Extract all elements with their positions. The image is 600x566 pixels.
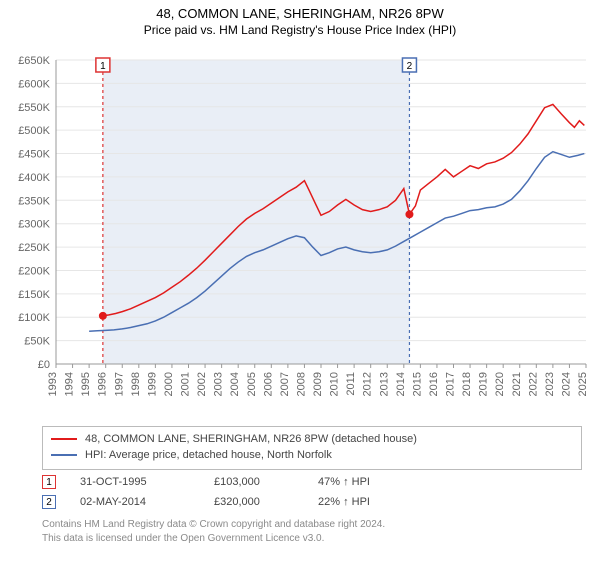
svg-text:2011: 2011 bbox=[345, 372, 357, 396]
svg-text:2013: 2013 bbox=[378, 372, 390, 396]
event-delta: 47% ↑ HPI bbox=[318, 476, 418, 488]
svg-text:2005: 2005 bbox=[246, 372, 258, 396]
chart-area: £0 £50K £100K £150K £200K £250K £300K £350K £400… bbox=[6, 50, 594, 420]
svg-text:2020: 2020 bbox=[494, 372, 506, 396]
svg-text:1: 1 bbox=[100, 61, 106, 72]
svg-text:1993: 1993 bbox=[47, 372, 59, 396]
svg-text:2014: 2014 bbox=[395, 372, 407, 396]
chart-title: 48, COMMON LANE, SHERINGHAM, NR26 8PW bbox=[0, 6, 600, 21]
footer-line-1: Contains HM Land Registry data © Crown c… bbox=[42, 518, 582, 532]
event-price: £103,000 bbox=[214, 476, 294, 488]
footer-attribution: Contains HM Land Registry data © Crown c… bbox=[42, 518, 582, 545]
svg-text:2016: 2016 bbox=[428, 372, 440, 396]
legend-item: HPI: Average price, detached house, Nort… bbox=[51, 447, 573, 463]
svg-text:1996: 1996 bbox=[97, 372, 109, 396]
svg-text:£500K: £500K bbox=[18, 125, 50, 137]
svg-text:2018: 2018 bbox=[461, 372, 473, 396]
event-date: 02-MAY-2014 bbox=[80, 496, 190, 508]
svg-text:2012: 2012 bbox=[362, 372, 374, 396]
event-date: 31-OCT-1995 bbox=[80, 476, 190, 488]
svg-text:2007: 2007 bbox=[279, 372, 291, 396]
svg-text:£450K: £450K bbox=[18, 149, 50, 161]
svg-text:2002: 2002 bbox=[196, 372, 208, 396]
svg-text:£100K: £100K bbox=[18, 312, 50, 324]
svg-text:£150K: £150K bbox=[18, 289, 50, 301]
event-table: 1 31-OCT-1995 £103,000 47% ↑ HPI 2 02-MAY-201… bbox=[42, 472, 582, 512]
legend-item: 48, COMMON LANE, SHERINGHAM, NR26 8PW (d… bbox=[51, 431, 573, 447]
svg-text:2021: 2021 bbox=[511, 372, 523, 396]
event-row: 1 31-OCT-1995 £103,000 47% ↑ HPI bbox=[42, 472, 582, 492]
svg-text:£400K: £400K bbox=[18, 172, 50, 184]
svg-text:£200K: £200K bbox=[18, 265, 50, 277]
svg-text:1999: 1999 bbox=[146, 372, 158, 396]
svg-text:2017: 2017 bbox=[445, 372, 457, 396]
legend-swatch bbox=[51, 438, 77, 440]
event-marker: 2 bbox=[42, 495, 56, 509]
event-delta: 22% ↑ HPI bbox=[318, 496, 418, 508]
svg-text:2010: 2010 bbox=[329, 372, 341, 396]
svg-text:£300K: £300K bbox=[18, 219, 50, 231]
svg-text:£250K: £250K bbox=[18, 242, 50, 254]
legend-label: 48, COMMON LANE, SHERINGHAM, NR26 8PW (d… bbox=[85, 433, 417, 445]
svg-text:£350K: £350K bbox=[18, 195, 50, 207]
event-row: 2 02-MAY-2014 £320,000 22% ↑ HPI bbox=[42, 492, 582, 512]
svg-text:2009: 2009 bbox=[312, 372, 324, 396]
svg-text:2000: 2000 bbox=[163, 372, 175, 396]
svg-text:2023: 2023 bbox=[544, 372, 556, 396]
svg-text:2022: 2022 bbox=[527, 372, 539, 396]
svg-text:2015: 2015 bbox=[411, 372, 423, 396]
legend-label: HPI: Average price, detached house, Nort… bbox=[85, 449, 332, 461]
line-chart: £0 £50K £100K £150K £200K £250K £300K £350K £400… bbox=[6, 50, 594, 420]
svg-text:£0: £0 bbox=[38, 359, 50, 371]
svg-text:2006: 2006 bbox=[262, 372, 274, 396]
chart-container: 48, COMMON LANE, SHERINGHAM, NR26 8PW Pr… bbox=[0, 6, 600, 566]
svg-text:£550K: £550K bbox=[18, 102, 50, 114]
svg-text:2008: 2008 bbox=[295, 372, 307, 396]
chart-subtitle: Price paid vs. HM Land Registry's House … bbox=[0, 23, 600, 37]
svg-text:£600K: £600K bbox=[18, 78, 50, 90]
svg-text:2004: 2004 bbox=[229, 372, 241, 396]
footer-line-2: This data is licensed under the Open Gov… bbox=[42, 532, 582, 546]
svg-text:2025: 2025 bbox=[577, 372, 589, 396]
svg-text:£50K: £50K bbox=[24, 336, 50, 348]
event-price: £320,000 bbox=[214, 496, 294, 508]
svg-text:1998: 1998 bbox=[130, 372, 142, 396]
event-marker: 1 bbox=[42, 475, 56, 489]
svg-text:2019: 2019 bbox=[478, 372, 490, 396]
legend-swatch bbox=[51, 454, 77, 456]
svg-text:1997: 1997 bbox=[113, 372, 125, 396]
svg-text:2: 2 bbox=[407, 61, 413, 72]
svg-text:£650K: £650K bbox=[18, 55, 50, 67]
svg-text:2001: 2001 bbox=[180, 372, 192, 396]
svg-text:1995: 1995 bbox=[80, 372, 92, 396]
svg-text:2003: 2003 bbox=[213, 372, 225, 396]
svg-text:2024: 2024 bbox=[560, 372, 572, 396]
svg-text:1994: 1994 bbox=[64, 372, 76, 396]
legend: 48, COMMON LANE, SHERINGHAM, NR26 8PW (d… bbox=[42, 426, 582, 470]
